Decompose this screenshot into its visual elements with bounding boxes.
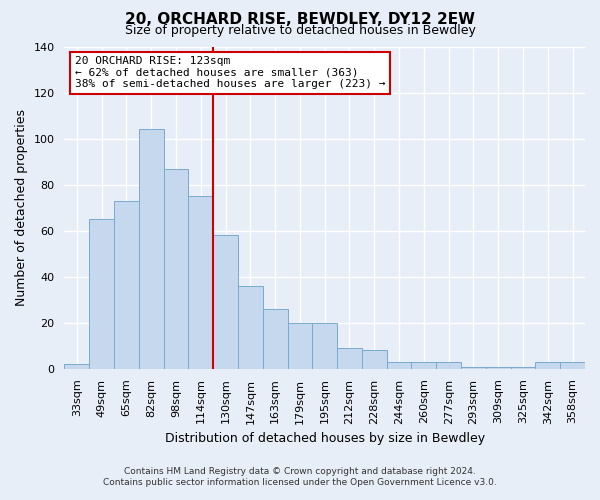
Bar [213,236,238,369]
Text: Contains HM Land Registry data © Crown copyright and database right 2024.: Contains HM Land Registry data © Crown c… [124,467,476,476]
Bar [139,130,164,369]
Bar [535,362,560,369]
Bar [188,196,213,369]
Bar [164,168,188,369]
Bar [511,366,535,369]
Bar [362,350,386,369]
Y-axis label: Number of detached properties: Number of detached properties [15,109,28,306]
Bar [461,366,486,369]
Text: Contains public sector information licensed under the Open Government Licence v3: Contains public sector information licen… [103,478,497,487]
Bar [313,323,337,369]
Bar [238,286,263,369]
Bar [560,362,585,369]
Bar [337,348,362,369]
Bar [436,362,461,369]
Bar [89,219,114,369]
Text: 20, ORCHARD RISE, BEWDLEY, DY12 2EW: 20, ORCHARD RISE, BEWDLEY, DY12 2EW [125,12,475,28]
Bar [263,309,287,369]
Bar [64,364,89,369]
Bar [486,366,511,369]
X-axis label: Distribution of detached houses by size in Bewdley: Distribution of detached houses by size … [164,432,485,445]
Bar [386,362,412,369]
Text: Size of property relative to detached houses in Bewdley: Size of property relative to detached ho… [125,24,475,37]
Text: 20 ORCHARD RISE: 123sqm
← 62% of detached houses are smaller (363)
38% of semi-d: 20 ORCHARD RISE: 123sqm ← 62% of detache… [75,56,385,90]
Bar [114,201,139,369]
Bar [412,362,436,369]
Bar [287,323,313,369]
